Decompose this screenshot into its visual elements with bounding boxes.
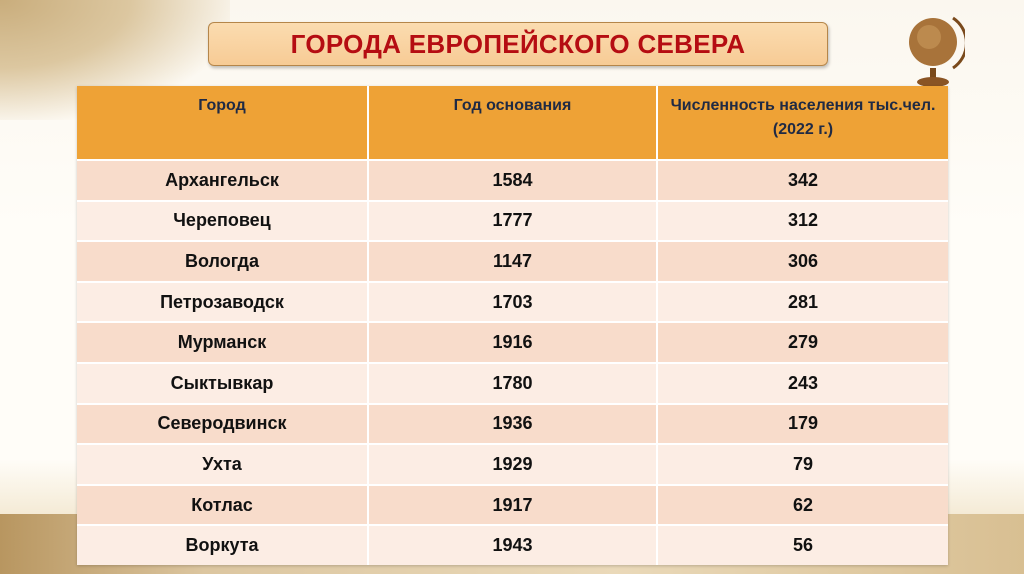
table-row: Ухта 1929 79 <box>77 443 948 485</box>
table-row: Северодвинск 1936 179 <box>77 402 948 445</box>
cell-population: 306 <box>657 240 948 282</box>
cell-population: 179 <box>657 402 948 445</box>
cell-founded: 1703 <box>368 280 658 323</box>
table-row: Мурманск 1916 279 <box>77 321 948 363</box>
cell-founded: 1917 <box>368 483 658 526</box>
cell-population: 56 <box>657 524 948 565</box>
cell-population: 243 <box>657 361 948 404</box>
header-city: Город <box>77 86 369 160</box>
cities-table: Город Год основания Численность населени… <box>77 86 948 565</box>
table-row: Вологда 1147 306 <box>77 240 948 282</box>
cell-population: 281 <box>657 280 948 323</box>
cell-founded: 1147 <box>368 240 658 282</box>
cell-city: Северодвинск <box>77 402 369 445</box>
globe-icon <box>909 16 965 87</box>
cell-population: 79 <box>657 443 948 485</box>
table-row: Череповец 1777 312 <box>77 199 948 242</box>
table-row: Котлас 1917 62 <box>77 483 948 526</box>
title-banner: ГОРОДА ЕВРОПЕЙСКОГО СЕВЕРА <box>208 22 828 66</box>
table-row: Сыктывкар 1780 243 <box>77 361 948 404</box>
cell-population: 279 <box>657 321 948 363</box>
header-population: Численность населения тыс.чел. (2022 г.) <box>657 86 948 160</box>
cell-city: Воркута <box>77 524 369 565</box>
cell-city: Котлас <box>77 483 369 526</box>
table-row: Воркута 1943 56 <box>77 524 948 565</box>
cell-founded: 1780 <box>368 361 658 404</box>
cell-city: Мурманск <box>77 321 369 363</box>
cell-population: 342 <box>657 159 948 201</box>
cell-city: Вологда <box>77 240 369 282</box>
cell-founded: 1584 <box>368 159 658 201</box>
table-row: Петрозаводск 1703 281 <box>77 280 948 323</box>
table-header-row: Город Год основания Численность населени… <box>77 86 948 160</box>
header-founded: Год основания <box>368 86 658 160</box>
cell-city: Сыктывкар <box>77 361 369 404</box>
cell-city: Петрозаводск <box>77 280 369 323</box>
table-row: Архангельск 1584 342 <box>77 159 948 201</box>
cell-city: Архангельск <box>77 159 369 201</box>
cell-city: Ухта <box>77 443 369 485</box>
cell-city: Череповец <box>77 199 369 242</box>
cell-founded: 1916 <box>368 321 658 363</box>
cell-founded: 1777 <box>368 199 658 242</box>
cell-founded: 1943 <box>368 524 658 565</box>
cell-founded: 1929 <box>368 443 658 485</box>
cell-population: 62 <box>657 483 948 526</box>
cell-population: 312 <box>657 199 948 242</box>
slide-title: ГОРОДА ЕВРОПЕЙСКОГО СЕВЕРА <box>290 28 746 59</box>
cell-founded: 1936 <box>368 402 658 445</box>
